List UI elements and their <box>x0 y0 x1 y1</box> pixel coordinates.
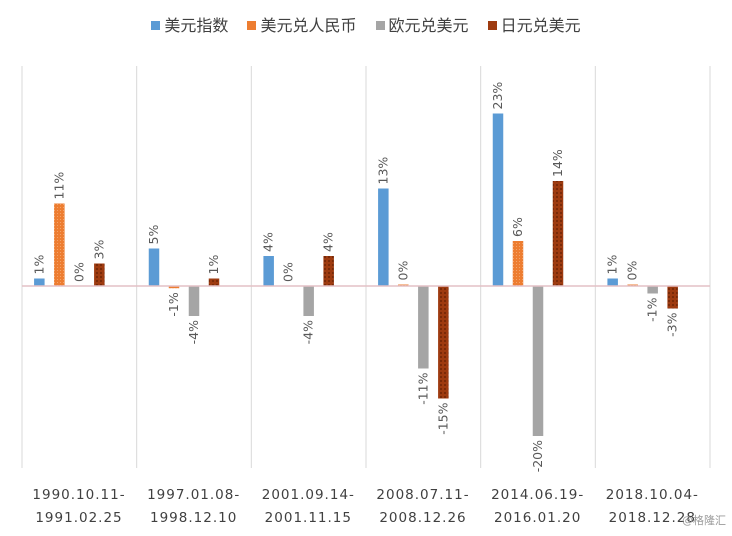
bar <box>647 286 658 294</box>
watermark: @格隆汇 <box>682 514 726 527</box>
data-label: 0% <box>395 261 410 281</box>
data-label: 0% <box>281 262 296 282</box>
data-label: 14% <box>550 149 565 177</box>
data-label: 5% <box>146 225 161 245</box>
bar <box>492 113 504 286</box>
bar <box>532 286 544 436</box>
legend-label: 日元兑美元 <box>500 16 581 35</box>
x-tick-label: 1990.10.11- 1991.02.25 <box>22 484 136 530</box>
data-label: 4% <box>321 232 336 252</box>
legend-item-eur-usd: 欧元兑美元 <box>375 12 469 36</box>
data-label: -11% <box>415 372 430 404</box>
data-label: 4% <box>261 232 276 252</box>
data-label: 1% <box>605 255 620 275</box>
data-label: 6% <box>510 217 525 237</box>
bar <box>34 278 45 286</box>
bar <box>54 203 65 286</box>
bar <box>438 286 449 399</box>
x-tick-line: 2018.12.28 <box>608 510 696 526</box>
data-label: 13% <box>375 157 390 185</box>
bar <box>303 286 314 316</box>
x-tick-line: 2008.12.26 <box>379 510 467 526</box>
x-tick-line: 2001.09.14- <box>261 487 355 503</box>
data-label: 1% <box>31 255 46 275</box>
bar <box>188 286 200 316</box>
data-label: -4% <box>186 320 201 344</box>
bar <box>378 188 389 286</box>
x-tick-line: 2001.11.15 <box>264 510 352 526</box>
x-tick-line: 2016.01.20 <box>494 510 582 526</box>
x-tick-line: 1991.02.25 <box>35 510 123 526</box>
bar <box>418 286 429 369</box>
legend-label: 美元兑人民币 <box>260 16 357 35</box>
x-tick-label: 2014.06.19- 2016.01.20 <box>481 484 595 530</box>
legend-item-jpy-usd: 日元兑美元 <box>487 12 581 36</box>
x-tick-line: 2008.07.11- <box>376 487 470 503</box>
x-tick-line: 1990.10.11- <box>32 487 126 503</box>
x-tick-label: 2001.09.14- 2001.11.15 <box>251 484 365 530</box>
bars <box>34 113 678 436</box>
chart-legend: 美元指数 美元兑人民币 欧元兑美元 日元兑美元 <box>0 12 732 36</box>
legend-swatch <box>151 21 161 30</box>
data-label: 1% <box>206 255 221 275</box>
data-label: -1% <box>645 297 660 321</box>
x-tick-label: 2018.10.04- 2018.12.28 <box>595 484 709 530</box>
legend-swatch <box>487 21 497 30</box>
data-label: 0% <box>625 261 640 281</box>
data-label: -20% <box>530 440 545 472</box>
data-label: -4% <box>301 320 316 344</box>
legend-item-usd-index: 美元指数 <box>151 12 228 36</box>
x-tick-line: 2014.06.19- <box>491 487 585 503</box>
bar <box>263 256 274 286</box>
bar <box>607 278 618 286</box>
x-tick-line: 1997.01.08- <box>147 487 241 503</box>
bar <box>148 248 160 286</box>
bar <box>512 241 524 286</box>
legend-label: 美元指数 <box>164 16 229 35</box>
bar <box>667 286 678 309</box>
data-label: -15% <box>435 402 450 434</box>
legend-swatch <box>247 21 257 30</box>
data-label: 11% <box>51 172 66 200</box>
x-tick-line: 2018.10.04- <box>605 487 699 503</box>
x-tick-line: 1998.12.10 <box>150 510 238 526</box>
data-labels: 1% 5% 4% 13% 23% 1% 11% -1% 0% 0% 6% 0% 0% -4% -4% -11%… <box>31 82 679 473</box>
bar <box>94 263 105 286</box>
data-label: 23% <box>490 82 505 110</box>
x-tick-label: 2008.07.11- 2008.12.26 <box>366 484 480 530</box>
bar <box>208 278 220 286</box>
bar <box>168 286 180 289</box>
data-label: 0% <box>71 262 86 282</box>
bar <box>323 256 334 286</box>
legend-label: 欧元兑美元 <box>388 16 469 35</box>
bar <box>552 181 564 286</box>
legend-item-usd-cny: 美元兑人民币 <box>247 12 356 36</box>
category-dividers <box>21 66 711 468</box>
data-label: -3% <box>665 312 680 336</box>
x-tick-label: 1997.01.08- 1998.12.10 <box>137 484 251 530</box>
data-label: -1% <box>166 292 181 316</box>
data-label: 3% <box>91 240 106 260</box>
legend-swatch <box>375 21 385 30</box>
